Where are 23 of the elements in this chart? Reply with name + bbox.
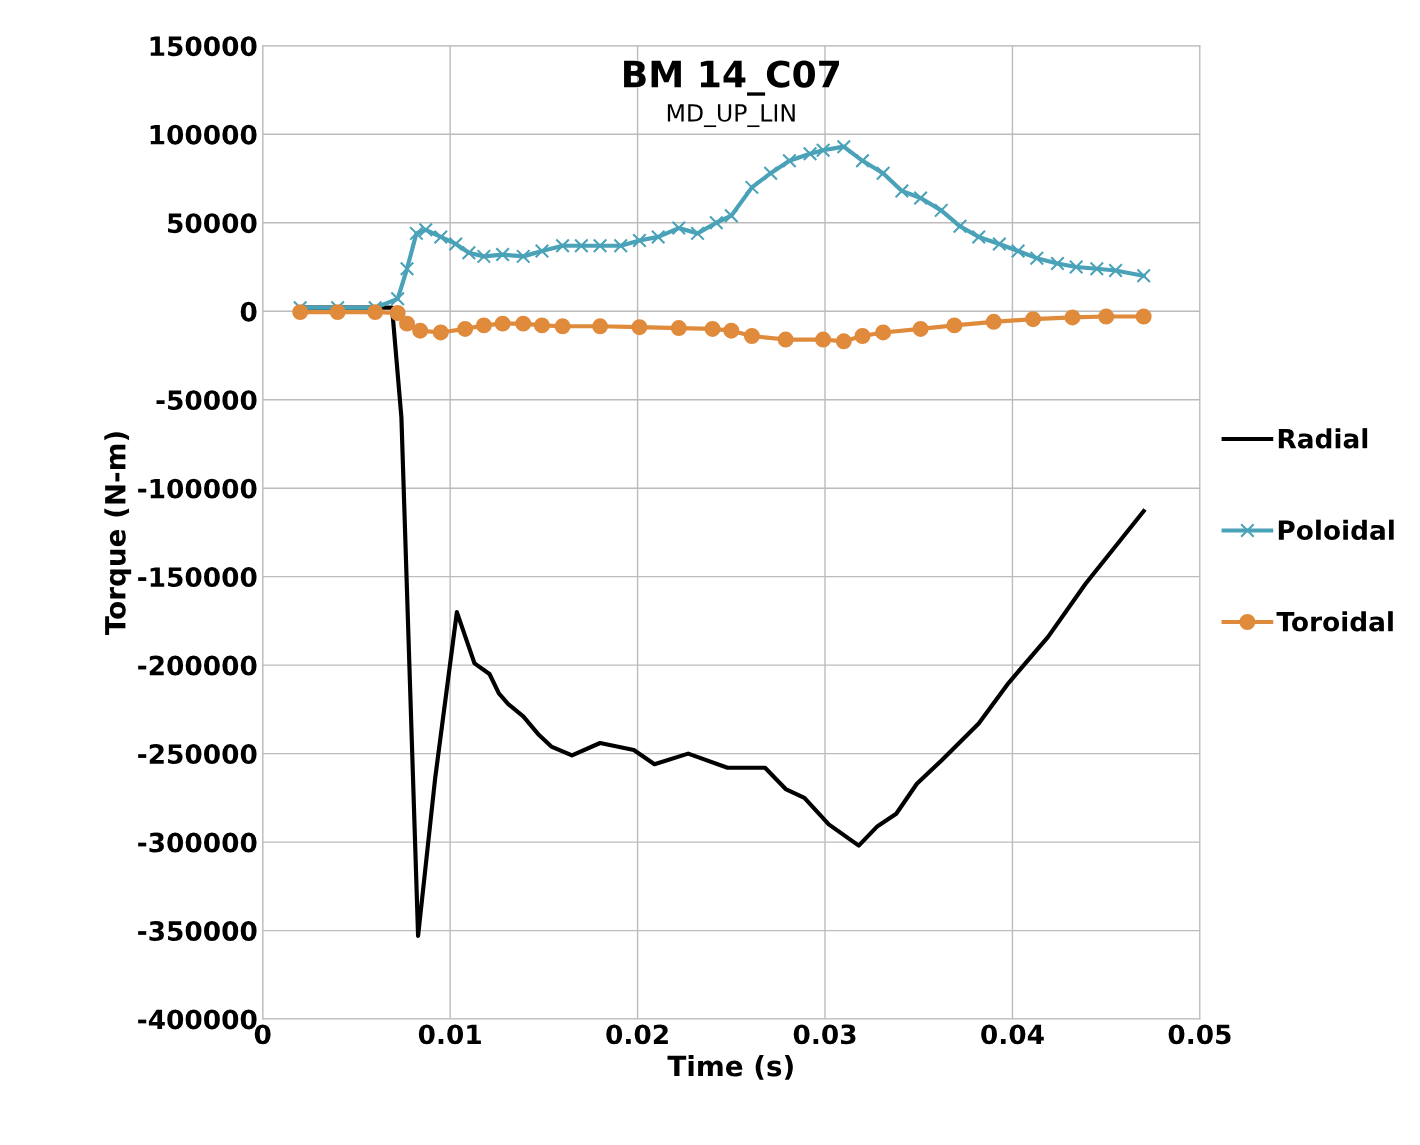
y-tick-label: -100000	[138, 478, 257, 499]
legend-label: Radial	[1278, 428, 1368, 449]
y-tick-label: 0	[240, 301, 257, 322]
y-tick-label: -50000	[156, 390, 257, 411]
y-tick-label: 50000	[168, 213, 257, 234]
y-axis-title: Torque (N-m)	[104, 432, 132, 635]
x-axis-title: Time (s)	[667, 1055, 793, 1080]
text: MD_UP_LIN	[667, 104, 795, 128]
legend-label: Poloidal	[1278, 519, 1394, 541]
y-tick-label: -200000	[138, 655, 257, 676]
x-tick-label: 0.03	[793, 1024, 856, 1045]
x-tick-label: 0.02	[606, 1024, 668, 1045]
x-tick-label: 0.05	[1168, 1024, 1231, 1045]
x-tick-label: 0.01	[418, 1024, 481, 1045]
y-tick-label: 150000	[150, 36, 257, 57]
chart-title: BM 14_C07	[624, 60, 839, 96]
x-tick-label: 0.04	[981, 1024, 1044, 1045]
y-tick-label: -150000	[138, 567, 257, 588]
legend-label: Toroidal	[1276, 611, 1393, 632]
y-tick-label: 100000	[150, 124, 257, 145]
y-tick-label: -350000	[138, 921, 257, 941]
y-tick-label: -300000	[138, 832, 257, 853]
y-tick-label: -250000	[138, 744, 257, 765]
